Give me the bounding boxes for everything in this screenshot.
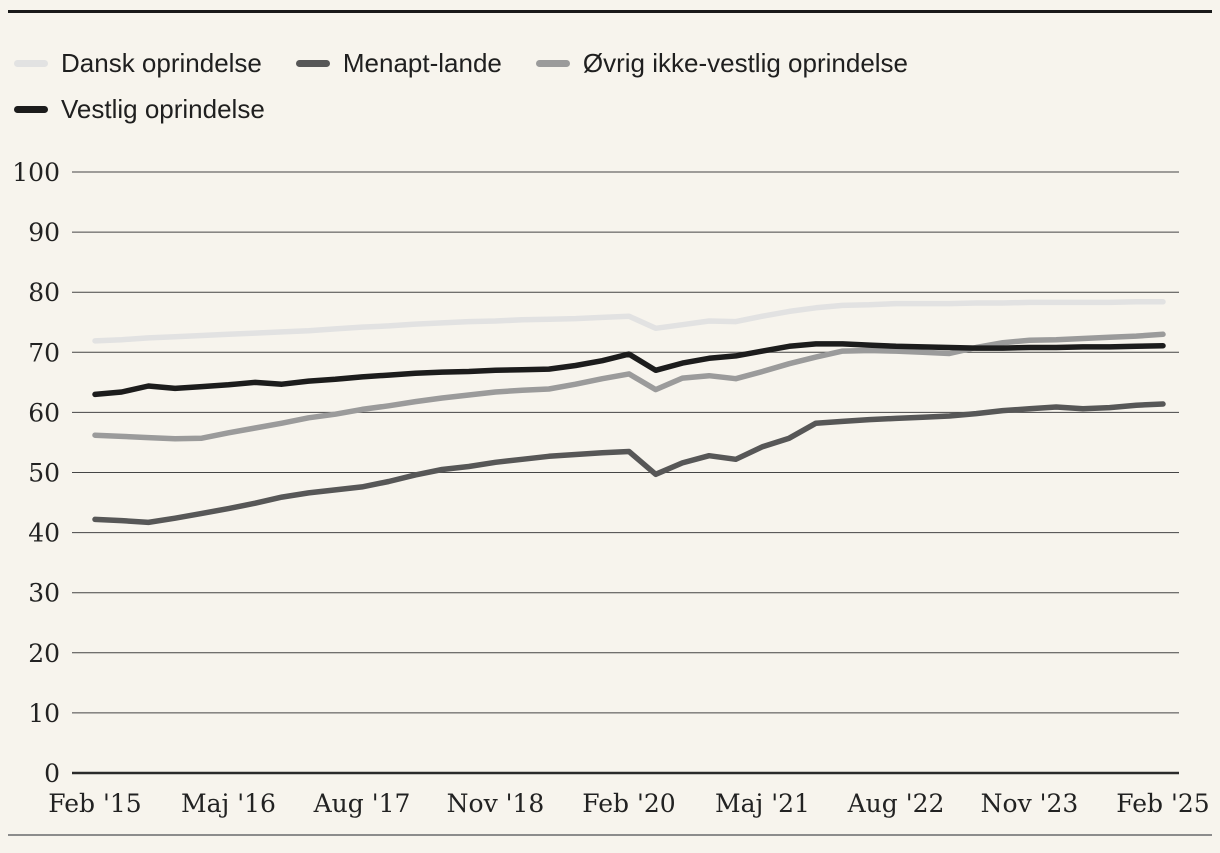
x-axis-tick-label: Nov '23 bbox=[981, 789, 1079, 818]
legend-swatch-icon bbox=[14, 105, 48, 113]
legend-item-2: Menapt-lande bbox=[295, 44, 502, 82]
legend-item-1: Dansk oprindelse bbox=[14, 44, 262, 82]
gridlines bbox=[72, 171, 1179, 775]
y-axis-tick-label: 70 bbox=[28, 338, 60, 367]
legend-swatch-icon bbox=[535, 59, 570, 67]
y-axis-tick-label: 30 bbox=[28, 579, 60, 608]
legend-label: Vestlig oprindelse bbox=[61, 94, 265, 124]
y-axis-tick-label: 20 bbox=[28, 639, 60, 668]
y-axis-tick-label: 90 bbox=[28, 218, 60, 247]
legend-swatch-icon bbox=[14, 59, 48, 67]
y-axis-tick-labels: 0 10 20 30 40 50 60 70 80 90 100 bbox=[12, 158, 60, 788]
legend-item-4: Vestlig oprindelse bbox=[14, 90, 265, 128]
x-axis-tick-label: Maj '16 bbox=[181, 789, 276, 818]
legend-item-3: Øvrig ikke-vestlig oprindelse bbox=[535, 44, 909, 82]
x-axis-tick-label: Feb '20 bbox=[582, 789, 675, 818]
legend-label: Dansk oprindelse bbox=[61, 48, 262, 78]
y-axis-tick-label: 10 bbox=[28, 699, 60, 728]
y-axis-tick-label: 80 bbox=[28, 278, 60, 307]
x-axis-tick-label: Feb '25 bbox=[1116, 789, 1209, 818]
legend-label: Menapt-lande bbox=[342, 48, 502, 78]
y-axis-tick-label: 100 bbox=[12, 158, 60, 187]
x-axis-tick-label: Aug '17 bbox=[313, 789, 411, 818]
series-line-2 bbox=[92, 401, 1166, 526]
y-axis-tick-label: 40 bbox=[28, 519, 60, 548]
bottom-rule bbox=[8, 834, 1212, 836]
series-line-4 bbox=[92, 341, 1166, 398]
legend-label: Øvrig ikke-vestlig oprindelse bbox=[582, 48, 909, 78]
series-line-1 bbox=[92, 299, 1166, 344]
chart-legend: Dansk oprindelse Menapt-lande Øvrig ikke-v… bbox=[14, 44, 1164, 128]
x-axis-tick-label: Feb '15 bbox=[48, 789, 141, 818]
y-axis-tick-label: 60 bbox=[28, 398, 60, 427]
y-axis-tick-label: 0 bbox=[44, 759, 60, 788]
y-axis-tick-label: 50 bbox=[28, 459, 60, 488]
legend-swatch-icon bbox=[295, 59, 330, 67]
series-lines bbox=[92, 299, 1166, 526]
x-axis-tick-label: Nov '18 bbox=[447, 789, 545, 818]
x-axis-tick-label: Aug '22 bbox=[847, 789, 945, 818]
x-axis-tick-labels: Feb '15 Maj '16 Aug '17 Nov '18 Feb '20 Maj '… bbox=[48, 789, 1209, 818]
top-rule bbox=[8, 10, 1212, 13]
x-axis-tick-label: Maj '21 bbox=[715, 789, 810, 818]
